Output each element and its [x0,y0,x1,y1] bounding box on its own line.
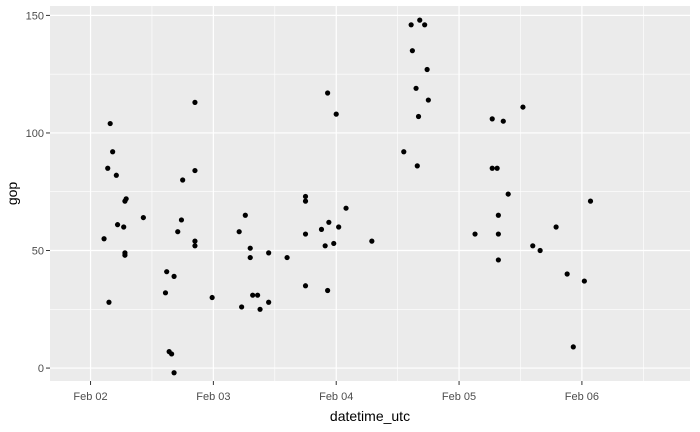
data-point [326,219,332,225]
data-point [505,191,511,197]
data-point [114,222,121,228]
data-point [121,224,127,230]
data-point [369,238,375,244]
data-point [123,196,129,202]
data-point [494,165,500,171]
data-point [415,113,422,120]
data-point [425,97,431,103]
x-tick-label: Feb 03 [196,391,230,403]
data-point [302,283,309,289]
data-point [408,22,414,28]
data-point [122,252,128,258]
data-point [284,254,290,261]
data-point [169,351,175,357]
data-point [414,163,420,169]
data-point [343,205,349,211]
data-point [209,294,215,301]
data-point [247,245,253,251]
data-point [171,273,177,279]
data-point [192,243,198,249]
data-point [489,116,495,122]
data-point [140,214,146,221]
data-point [520,104,526,110]
data-point [472,231,478,237]
x-tick-label: Feb 06 [565,391,599,403]
data-point [175,229,181,235]
data-point [255,292,261,298]
y-tick-label: 50 [32,246,44,258]
data-point [553,224,559,230]
data-point [495,212,501,218]
data-point [180,177,186,183]
data-point [318,226,325,232]
data-point [107,120,113,127]
data-point [409,48,415,54]
data-point [266,250,272,256]
data-point [336,224,342,230]
data-point [162,290,169,296]
data-points [101,17,594,376]
data-point [247,254,253,261]
data-point [331,240,337,247]
data-point [570,344,576,350]
y-axis-title: gop [4,182,20,206]
y-tick-label: 100 [26,128,44,140]
data-point [192,238,198,244]
data-point [302,193,309,200]
y-tick-label: 0 [38,363,44,375]
data-point [236,229,242,235]
data-point [581,278,587,284]
data-point [500,118,506,124]
data-point [322,243,328,249]
data-point [422,22,428,28]
data-point [178,217,185,223]
data-point [413,85,419,91]
data-point [257,306,263,312]
x-axis-title: datetime_utc [330,408,410,424]
data-point [537,247,543,254]
data-point [587,198,594,204]
data-point [192,99,198,105]
data-point [325,90,331,96]
y-tick-label: 150 [26,10,44,22]
panel-background [50,6,690,381]
x-tick-label: Feb 02 [73,391,107,403]
data-point [101,236,107,242]
data-point [242,212,248,218]
data-point [302,198,309,204]
major-gridlines [50,6,690,381]
data-point [424,66,430,73]
data-point [113,172,119,178]
data-point [164,269,170,275]
data-point [495,257,501,263]
x-axis: Feb 02 Feb 03 Feb 04 Feb 05 Feb 06 [73,381,599,403]
data-point [333,111,339,117]
data-point [266,299,272,305]
data-point [489,165,495,171]
data-point [401,149,407,155]
data-point [530,243,536,249]
x-tick-label: Feb 04 [319,391,353,403]
data-point [250,292,256,298]
minor-gridlines [50,6,690,381]
data-point [105,165,111,171]
data-point [171,370,177,376]
data-point [106,299,112,305]
y-axis: 0 50 100 150 [26,10,50,375]
data-point [302,231,309,237]
x-tick-label: Feb 05 [442,391,476,403]
data-point [239,304,245,310]
data-point [564,271,570,277]
data-point [495,231,501,237]
data-point [110,149,116,155]
data-point [325,287,331,294]
data-point [192,167,198,174]
data-point [417,17,423,23]
